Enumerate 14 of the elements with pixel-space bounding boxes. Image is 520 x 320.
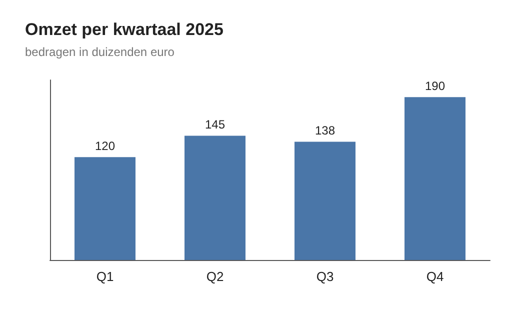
data-label: 145 — [204, 118, 226, 132]
x-tick-label: Q3 — [316, 269, 334, 284]
bar — [74, 157, 136, 260]
bar — [404, 97, 466, 260]
bar — [294, 142, 356, 260]
x-tick-label: Q1 — [96, 269, 114, 284]
chart-subtitle: bedragen in duizenden euro — [25, 45, 175, 59]
bar — [184, 136, 246, 260]
data-label: 120 — [94, 139, 116, 154]
chart-title: Omzet per kwartaal 2025 — [25, 20, 224, 39]
data-label: 138 — [314, 124, 336, 138]
x-tick-label: Q4 — [426, 269, 444, 284]
data-label: 190 — [424, 79, 446, 94]
x-tick-label: Q2 — [206, 269, 224, 284]
